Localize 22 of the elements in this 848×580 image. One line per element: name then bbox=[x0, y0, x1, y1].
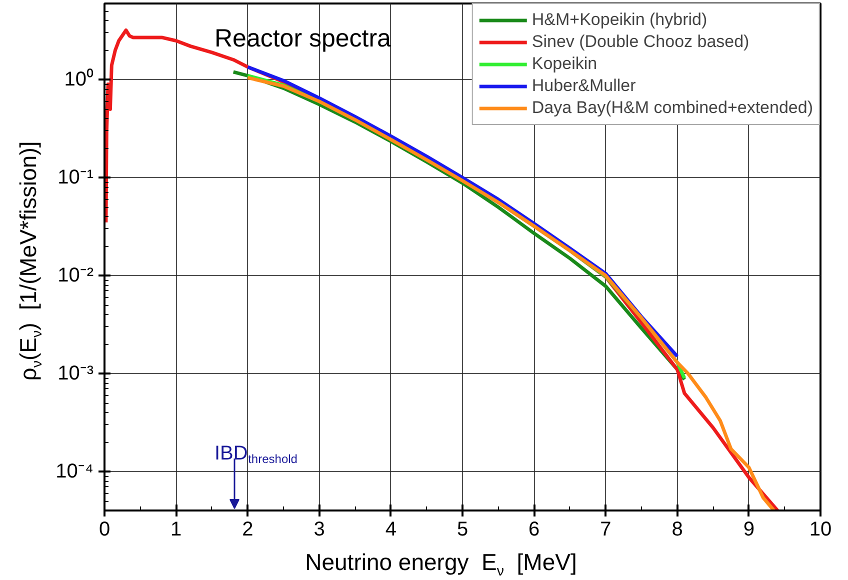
x-axis-title: Neutrino energy E$_{ν}$ [MeV] bbox=[304, 548, 578, 580]
x-tick-label: 3 bbox=[314, 518, 325, 540]
y-tick-label: 10⁻² bbox=[58, 264, 94, 287]
legend-label: Sinev (Double Chooz based) bbox=[532, 32, 750, 52]
x-tick-label: 5 bbox=[456, 518, 468, 540]
legend-label: Daya Bay(H&M combined+extended) bbox=[532, 98, 813, 118]
x-tick-label: 4 bbox=[385, 518, 396, 540]
x-tick-label: 6 bbox=[528, 518, 540, 540]
x-tick-label: 2 bbox=[242, 518, 254, 540]
x-tick-label: 10 bbox=[809, 518, 832, 540]
y-tick-label: 10⁻¹ bbox=[58, 166, 94, 189]
x-tick-label: 8 bbox=[672, 518, 683, 540]
x-tick-label: 1 bbox=[170, 518, 182, 540]
y-tick-label: 10⁻³ bbox=[58, 362, 94, 385]
x-tick-label: 7 bbox=[600, 518, 612, 540]
x-tick-label: 0 bbox=[98, 518, 110, 540]
legend-label: Huber&Muller bbox=[532, 76, 636, 96]
y-tick-label: 10⁰ bbox=[64, 68, 94, 91]
x-tick-label: 9 bbox=[743, 518, 754, 540]
y-tick-label: 10⁻⁴ bbox=[56, 460, 94, 483]
legend-label: H&M+Kopeikin (hybrid) bbox=[532, 10, 708, 30]
legend-label: Kopeikin bbox=[532, 54, 598, 74]
